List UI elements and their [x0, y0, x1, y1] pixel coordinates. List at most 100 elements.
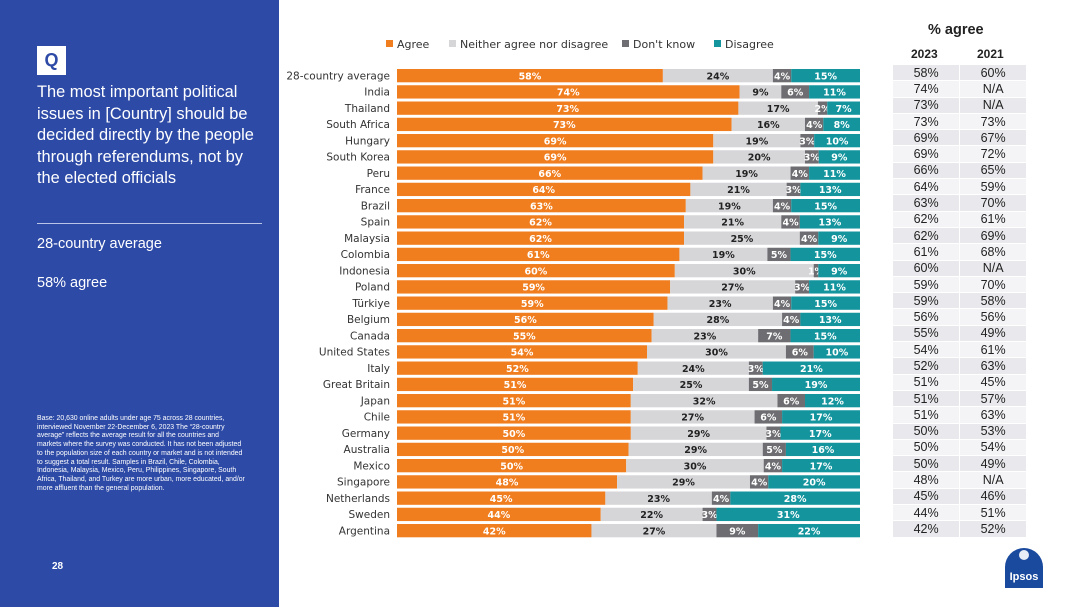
bar-segment-neither-agree-nor-disagree [630, 426, 767, 440]
category-label: Peru [367, 168, 390, 180]
bar-segment-agree [397, 231, 685, 245]
legend-swatch-agree [386, 40, 393, 47]
agree-2023-cell: 50% [893, 439, 961, 457]
bar-segment-disagree [799, 215, 860, 229]
bar-segment-disagree [762, 361, 860, 375]
chart-bars: 28-country average 58% 24% 4% 15% India 74% 9% 6… [286, 69, 860, 538]
bar-value-label: 6% [787, 88, 804, 99]
bar-value-label: 16% [812, 445, 835, 456]
bar-value-label: 22% [640, 510, 663, 521]
bar-value-label: 62% [529, 218, 552, 229]
category-label: Indonesia [339, 265, 390, 277]
bar-value-label: 45% [490, 494, 513, 505]
agree-2021-cell: 67% [959, 129, 1027, 147]
bar-value-label: 55% [513, 331, 536, 342]
bar-segment-don-t-know [763, 459, 783, 473]
bar-segment-neither-agree-nor-disagree [674, 264, 814, 278]
agree-2023-cell: 69% [893, 129, 961, 147]
table-row: 60% N/A [893, 260, 1027, 277]
bar-segment-agree [397, 166, 703, 180]
bar-segment-disagree [814, 134, 860, 148]
category-label: Germany [342, 428, 390, 440]
bar-segment-agree [397, 410, 631, 424]
agree-2021-cell: 63% [959, 357, 1027, 375]
agree-2023-cell: 48% [893, 471, 961, 489]
bar-value-label: 3% [799, 136, 816, 147]
legend-label-neither-agree-nor-disagree: Neither agree nor disagree [460, 38, 608, 51]
bar-segment-neither-agree-nor-disagree [685, 199, 773, 213]
bar-value-label: 56% [514, 315, 537, 326]
agree-2021-cell: 73% [959, 113, 1027, 131]
table-row: 73% 73% [893, 113, 1027, 131]
table-row: 55% 49% [893, 325, 1027, 343]
agree-2023-cell: 62% [893, 227, 961, 245]
bar-segment-don-t-know [748, 377, 773, 392]
bar-value-label: 5% [771, 250, 788, 261]
bar-segment-don-t-know [781, 85, 810, 99]
bar-segment-neither-agree-nor-disagree [630, 410, 755, 424]
bar-value-label: 5% [752, 380, 769, 391]
bar-value-label: 52% [506, 364, 529, 375]
bar-segment-don-t-know [786, 182, 801, 197]
bar-segment-don-t-know [781, 215, 800, 229]
bar-segment-neither-agree-nor-disagree [702, 166, 791, 180]
bar-value-label: 3% [765, 429, 782, 440]
agree-2021-cell: 54% [959, 439, 1027, 457]
category-label: Singapore [337, 477, 390, 489]
bar-value-label: 66% [538, 169, 561, 180]
bar-segment-agree [397, 150, 714, 164]
bar-segment-disagree [800, 182, 860, 197]
bar-value-label: 31% [777, 510, 800, 521]
bar-segment-disagree [791, 199, 860, 213]
bar-segment-agree [397, 69, 663, 83]
bar-value-label: 19% [735, 169, 758, 180]
category-label: Netherlands [326, 493, 390, 505]
bar-segment-neither-agree-nor-disagree [637, 361, 749, 375]
bar-segment-don-t-know [795, 280, 810, 294]
bar-segment-neither-agree-nor-disagree [738, 101, 818, 115]
bar-segment-disagree [785, 442, 860, 457]
bar-value-label: 19% [718, 201, 741, 212]
agree-2021-cell: 53% [959, 423, 1027, 440]
legend-label-agree: Agree [397, 38, 430, 51]
agree-2023-cell: 51% [893, 390, 961, 408]
column-header-2021: 2021 [977, 47, 1004, 61]
bar-value-label: 28% [784, 494, 807, 505]
bar-value-label: 24% [682, 364, 705, 375]
bar-segment-neither-agree-nor-disagree [600, 507, 703, 522]
bar-segment-agree [397, 264, 675, 278]
category-label: Hungary [345, 135, 390, 147]
bar-value-label: 9% [831, 153, 848, 164]
category-label: Argentina [339, 525, 390, 537]
bar-value-label: 73% [556, 104, 579, 115]
agree-2023-cell: 52% [893, 357, 961, 375]
agree-2021-cell: 72% [959, 145, 1027, 163]
bar-value-label: 51% [504, 380, 527, 391]
stacked-bar-chart: Agree Neither agree nor disagree Don't kno… [286, 38, 860, 538]
bar-segment-neither-agree-nor-disagree [684, 215, 782, 229]
bar-segment-don-t-know [749, 475, 769, 489]
agree-2021-cell: 59% [959, 178, 1027, 196]
bar-segment-don-t-know [777, 394, 805, 408]
bar-segment-neither-agree-nor-disagree [626, 459, 764, 473]
bar-value-label: 4% [774, 201, 791, 212]
category-label: South Korea [326, 152, 390, 164]
bar-value-label: 20% [803, 478, 826, 489]
bar-value-label: 59% [522, 283, 545, 294]
bar-segment-agree [397, 117, 732, 132]
bar-value-label: 27% [681, 413, 704, 424]
agree-2023-cell: 73% [893, 97, 961, 114]
bar-value-label: 19% [805, 380, 828, 391]
base-note: Base: 20,630 online adults under age 75 … [37, 415, 245, 492]
bar-segment-agree [397, 507, 601, 522]
bar-value-label: 4% [783, 315, 800, 326]
agree-2023-cell: 66% [893, 162, 961, 180]
agree-2023-cell: 69% [893, 145, 961, 163]
bar-segment-disagree [818, 231, 860, 245]
bar-value-label: 13% [819, 315, 842, 326]
agree-2023-cell: 59% [893, 292, 961, 310]
bar-segment-don-t-know [766, 426, 781, 440]
agree-2021-cell: 69% [959, 227, 1027, 245]
legend-label-don-t-know: Don't know [633, 38, 695, 51]
bar-value-label: 44% [487, 510, 510, 521]
